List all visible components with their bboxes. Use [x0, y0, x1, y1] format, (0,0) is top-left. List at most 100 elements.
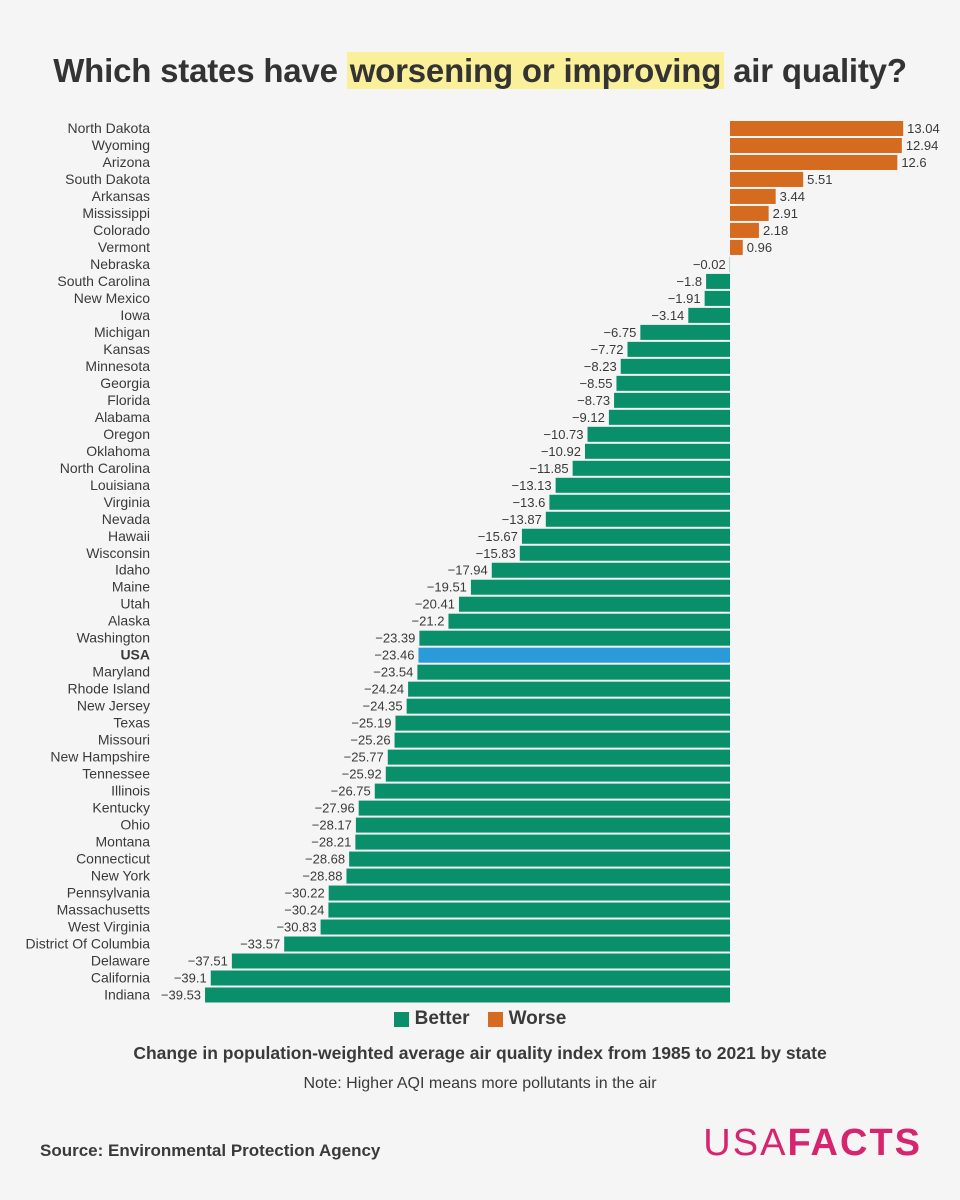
category-label: New York: [91, 868, 151, 884]
bar-alaska: [448, 613, 730, 629]
category-label: New Mexico: [74, 290, 150, 306]
bar-pennsylvania: [328, 885, 730, 901]
category-label: West Virginia: [68, 919, 150, 935]
value-label: −27.96: [315, 801, 355, 816]
legend: Better Worse: [0, 1008, 960, 1030]
logo-usa: USA: [703, 1122, 788, 1164]
category-label: Oklahoma: [86, 443, 150, 459]
category-label: Michigan: [94, 324, 150, 340]
source-credit: Source: Environmental Protection Agency: [40, 1141, 381, 1160]
title-prefix: Which states have: [53, 52, 347, 89]
bar-oregon: [587, 426, 730, 442]
value-label: −6.75: [603, 325, 636, 340]
category-label: Vermont: [98, 239, 150, 255]
bar-mississippi: [730, 205, 769, 221]
category-label: South Carolina: [57, 273, 150, 289]
bar-iowa: [688, 307, 730, 323]
value-label: −11.85: [529, 461, 568, 476]
legend-item-better: Better: [393, 1008, 470, 1030]
category-label: Wisconsin: [86, 545, 150, 561]
bar-louisiana: [555, 477, 730, 493]
category-label: Georgia: [100, 375, 150, 391]
bar-idaho: [491, 562, 730, 578]
category-label: Wyoming: [92, 137, 150, 153]
value-label: −3.14: [651, 308, 684, 323]
value-label: −39.1: [174, 971, 207, 986]
bar-florida: [614, 392, 730, 408]
category-label: Virginia: [104, 494, 151, 510]
category-label: California: [91, 970, 150, 986]
category-label: Hawaii: [108, 528, 150, 544]
value-label: 13.04: [907, 121, 940, 136]
value-label: −28.21: [311, 835, 351, 850]
legend-label-better: Better: [414, 1008, 470, 1029]
category-label: Massachusetts: [57, 902, 150, 918]
category-label: Alaska: [108, 613, 150, 629]
bar-west-virginia: [320, 919, 730, 935]
bar-arizona: [730, 154, 898, 170]
bar-wisconsin: [519, 545, 730, 561]
bar-usa: [418, 647, 730, 663]
value-label: −19.51: [427, 580, 467, 595]
bar-nevada: [545, 511, 730, 527]
chart-title: Which states have worsening or improving…: [0, 52, 960, 90]
value-label: −33.57: [240, 937, 280, 952]
value-label: −26.75: [331, 784, 371, 799]
value-label: 12.94: [906, 138, 939, 153]
value-label: −0.02: [693, 257, 726, 272]
logo-facts: FACTS: [787, 1122, 922, 1164]
value-label: −30.83: [276, 920, 316, 935]
category-label: Connecticut: [76, 851, 150, 867]
value-label: −13.6: [512, 495, 545, 510]
category-label: Missouri: [98, 732, 150, 748]
category-label: Alabama: [95, 409, 150, 425]
value-label: −37.51: [188, 954, 228, 969]
bar-kansas: [627, 341, 730, 357]
category-label: Idaho: [115, 562, 150, 578]
value-label: −23.54: [373, 665, 413, 680]
bar-michigan: [640, 324, 730, 340]
bar-vermont: [730, 239, 743, 255]
category-label: Nebraska: [90, 256, 150, 272]
value-label: −7.72: [591, 342, 624, 357]
bar-alabama: [608, 409, 730, 425]
bar-illinois: [374, 783, 730, 799]
value-label: −23.46: [374, 648, 414, 663]
category-label: Oregon: [103, 426, 150, 442]
value-label: −10.73: [543, 427, 583, 442]
legend-swatch-better: [393, 1011, 409, 1027]
bar-california: [210, 970, 730, 986]
category-label: Utah: [120, 596, 150, 612]
category-label: Indiana: [104, 986, 150, 1002]
value-label: −20.41: [415, 597, 455, 612]
category-label: Minnesota: [85, 358, 150, 374]
value-label: −8.55: [580, 376, 613, 391]
category-label: Louisiana: [90, 477, 150, 493]
value-label: −28.88: [302, 869, 342, 884]
bar-colorado: [730, 222, 759, 238]
bar-massachusetts: [328, 902, 730, 918]
value-label: −10.92: [541, 444, 581, 459]
legend-label-worse: Worse: [508, 1008, 567, 1029]
category-label: Florida: [107, 392, 150, 408]
value-label: −25.92: [342, 767, 382, 782]
value-label: −8.73: [577, 393, 610, 408]
category-label: Maryland: [92, 664, 150, 680]
category-label: Illinois: [111, 783, 150, 799]
chart-note: Note: Higher AQI means more pollutants i…: [303, 1075, 657, 1092]
value-label: 12.6: [901, 155, 926, 170]
value-label: −28.17: [312, 818, 352, 833]
value-label: 2.18: [763, 223, 788, 238]
category-label: Rhode Island: [67, 681, 150, 697]
category-label: Mississippi: [82, 205, 150, 221]
value-label: −13.87: [502, 512, 542, 527]
value-label: −15.83: [476, 546, 516, 561]
bar-hawaii: [521, 528, 730, 544]
bar-kentucky: [358, 800, 730, 816]
bar-arkansas: [730, 188, 776, 204]
category-label: New Jersey: [77, 698, 150, 714]
legend-swatch-worse: [487, 1011, 503, 1027]
category-label: North Carolina: [60, 460, 150, 476]
bar-new-jersey: [406, 698, 730, 714]
